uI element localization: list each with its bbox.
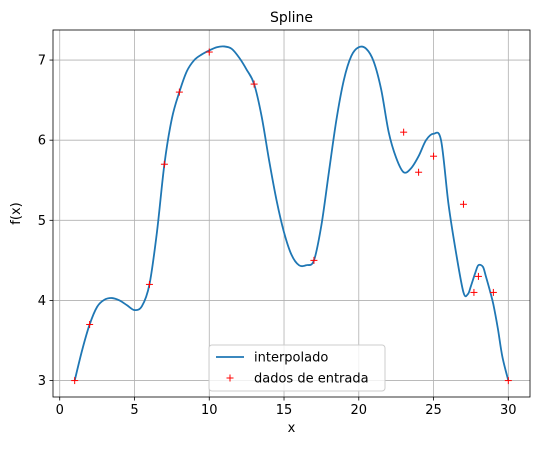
data-point-marker xyxy=(430,152,438,160)
data-point-marker xyxy=(489,288,497,296)
chart-title: Spline xyxy=(270,10,313,26)
interpolado-line xyxy=(73,45,510,381)
x-tick-label: 20 xyxy=(351,403,368,418)
plot-frame xyxy=(52,29,531,398)
x-tick-label: 5 xyxy=(130,403,138,418)
y-axis-ticks: 3 4 5 6 7 xyxy=(38,54,53,389)
data-point-marker xyxy=(415,168,423,176)
interpolado-series xyxy=(73,45,510,381)
x-tick-label: 30 xyxy=(500,403,517,418)
x-tick-label: 25 xyxy=(425,403,442,418)
data-point-marker xyxy=(470,288,478,296)
data-point-marker xyxy=(474,272,482,280)
x-tick-label: 15 xyxy=(276,403,293,418)
y-axis-label: f(x) xyxy=(9,202,24,224)
y-tick-label: 6 xyxy=(38,134,46,149)
legend-box xyxy=(208,344,386,392)
data-point-marker xyxy=(250,80,258,88)
x-tick-label: 0 xyxy=(56,403,64,418)
data-point-marker xyxy=(175,88,183,96)
y-tick-label: 5 xyxy=(38,214,46,229)
x-tick-label: 10 xyxy=(201,403,218,418)
y-tick-label: 7 xyxy=(38,54,46,69)
data-point-marker xyxy=(160,160,168,168)
y-tick-label: 3 xyxy=(38,374,46,389)
data-point-marker xyxy=(86,320,94,328)
legend-marker-swatch xyxy=(226,374,234,382)
data-point-marker xyxy=(459,200,467,208)
data-point-marker xyxy=(205,48,213,56)
x-axis-ticks: 0 5 10 15 20 25 30 xyxy=(56,397,517,418)
legend: interpolado dados de entrada xyxy=(208,344,386,392)
dados-de-entrada-series xyxy=(71,48,512,385)
y-tick-label: 4 xyxy=(38,294,46,309)
data-point-marker xyxy=(145,280,153,288)
data-point-marker xyxy=(310,256,318,264)
data-point-marker xyxy=(504,377,512,385)
legend-label-dados-de-entrada: dados de entrada xyxy=(254,372,369,387)
data-point-marker xyxy=(400,128,408,136)
x-axis-label: x xyxy=(288,421,296,436)
legend-label-interpolado: interpolado xyxy=(254,351,328,366)
data-point-marker xyxy=(71,377,79,385)
